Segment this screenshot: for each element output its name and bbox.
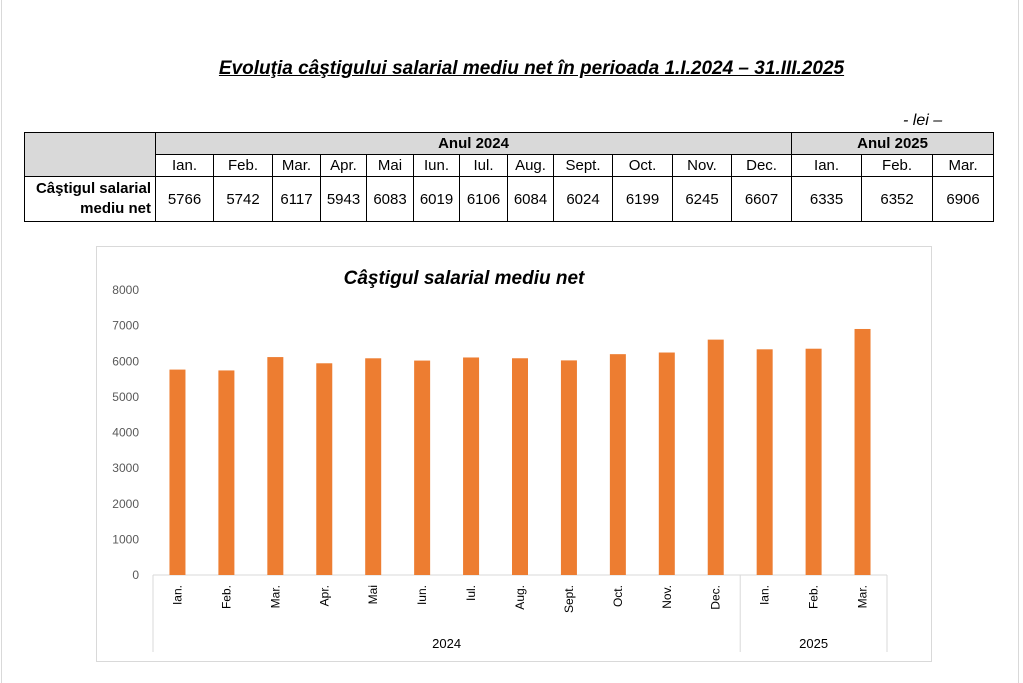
x-tick-label: Iun.: [415, 585, 429, 605]
table-cell: 5742: [213, 176, 273, 222]
table-cell: 6117: [272, 176, 321, 222]
table-header-months: Ian. Feb. Mar. Apr. Mai Iun. Iul. Aug. S…: [25, 154, 995, 177]
y-tick-label: 8000: [112, 283, 139, 297]
x-tick-label: Aug.: [513, 585, 527, 610]
y-tick-label: 2000: [112, 497, 139, 511]
y-tick-label: 4000: [112, 426, 139, 440]
chart-bar: [218, 370, 235, 575]
row-header-line: Câştigul salarial: [35, 180, 151, 197]
x-tick-label: Mar.: [856, 585, 870, 608]
month-header: Apr.: [320, 154, 367, 177]
x-group-label: 2024: [432, 636, 461, 651]
x-tick-label: Feb.: [807, 585, 821, 609]
x-tick-label: Oct.: [611, 585, 625, 607]
table-row: Câştigul salarial mediu net 5766 5742 611…: [24, 176, 995, 222]
x-tick-label: Nov.: [660, 585, 674, 609]
table-cell: 6084: [507, 176, 554, 222]
x-tick-label: Dec.: [709, 585, 723, 610]
x-tick-label: Ian.: [170, 585, 184, 605]
table-corner-cell: [24, 132, 156, 177]
chart-bar: [414, 360, 431, 575]
table-cell: 6024: [553, 176, 613, 222]
year-header-2024: Anul 2024: [154, 132, 793, 155]
table-cell: 6335: [791, 176, 863, 222]
table-cell: 6199: [612, 176, 673, 222]
month-header: Mar.: [932, 154, 995, 177]
table-cell: 6245: [672, 176, 732, 222]
month-header: Iul.: [459, 154, 508, 177]
y-tick-label: 6000: [112, 354, 139, 368]
month-header: Nov.: [672, 154, 732, 177]
bar-chart: Câştigul salarial mediu net 0 1000 2000 3000…: [112, 268, 888, 652]
chart-frame: Câştigul salarial mediu net 0 1000 2000 3000…: [96, 246, 932, 662]
row-header-line: mediu net: [80, 200, 151, 217]
month-header: Aug.: [507, 154, 554, 177]
month-header: Sept.: [553, 154, 613, 177]
month-header: Mai: [366, 154, 414, 177]
table-cell: 6106: [459, 176, 508, 222]
month-header: Oct.: [612, 154, 673, 177]
unit-note: - lei –: [903, 112, 943, 129]
table-cell: 6083: [366, 176, 414, 222]
y-tick-label: 0: [132, 568, 139, 582]
table-cell: 5943: [320, 176, 367, 222]
chart-bar: [316, 363, 333, 575]
x-tick-label: Sept.: [562, 585, 576, 613]
x-tick-label: Apr.: [317, 585, 331, 606]
salary-table: Anul 2024 Anul 2025 Ian. Feb. Mar. Apr. …: [24, 132, 995, 222]
chart-title: Câştigul salarial mediu net: [344, 268, 585, 289]
chart-bar: [365, 358, 382, 575]
row-header: Câştigul salarial mediu net: [24, 176, 156, 222]
year-header-2025: Anul 2025: [791, 132, 995, 155]
table-cell: 6352: [861, 176, 934, 222]
x-tick-label: Mai: [366, 585, 380, 604]
table-cell: 6607: [730, 176, 793, 222]
x-tick-label: Iul.: [464, 585, 478, 601]
y-tick-label: 7000: [112, 319, 139, 333]
y-tick-label: 3000: [112, 461, 139, 475]
month-header: Ian.: [155, 154, 214, 177]
chart-bar: [169, 369, 186, 575]
table-header-years: Anul 2024 Anul 2025: [24, 132, 995, 177]
table-cell: 6906: [932, 176, 995, 222]
chart-bar: [658, 352, 675, 575]
table-cell: 6019: [413, 176, 460, 222]
y-tick-label: 5000: [112, 390, 139, 404]
chart-bar: [854, 328, 871, 575]
month-header: Feb.: [213, 154, 273, 177]
chart-bar: [560, 360, 577, 575]
x-tick-label: Ian.: [758, 585, 772, 605]
month-header: Dec.: [730, 154, 793, 177]
month-header: Ian.: [791, 154, 863, 177]
y-tick-label: 1000: [112, 532, 139, 546]
page-title: Evoluţia câştigului salarial mediu net î…: [218, 58, 845, 79]
chart-bar: [463, 357, 480, 575]
x-tick-label: Mar.: [268, 585, 282, 608]
table-cell: 5766: [155, 176, 214, 222]
chart-bar: [756, 349, 773, 575]
x-group-label: 2025: [799, 636, 828, 651]
chart-bar: [707, 339, 724, 575]
month-header: Feb.: [861, 154, 934, 177]
chart-bar: [267, 357, 284, 575]
x-tick-label: Feb.: [219, 585, 233, 609]
chart-bar: [805, 348, 822, 575]
month-header: Iun.: [413, 154, 460, 177]
chart-bar: [512, 358, 528, 575]
chart-bar: [609, 354, 626, 575]
month-header: Mar.: [272, 154, 321, 177]
